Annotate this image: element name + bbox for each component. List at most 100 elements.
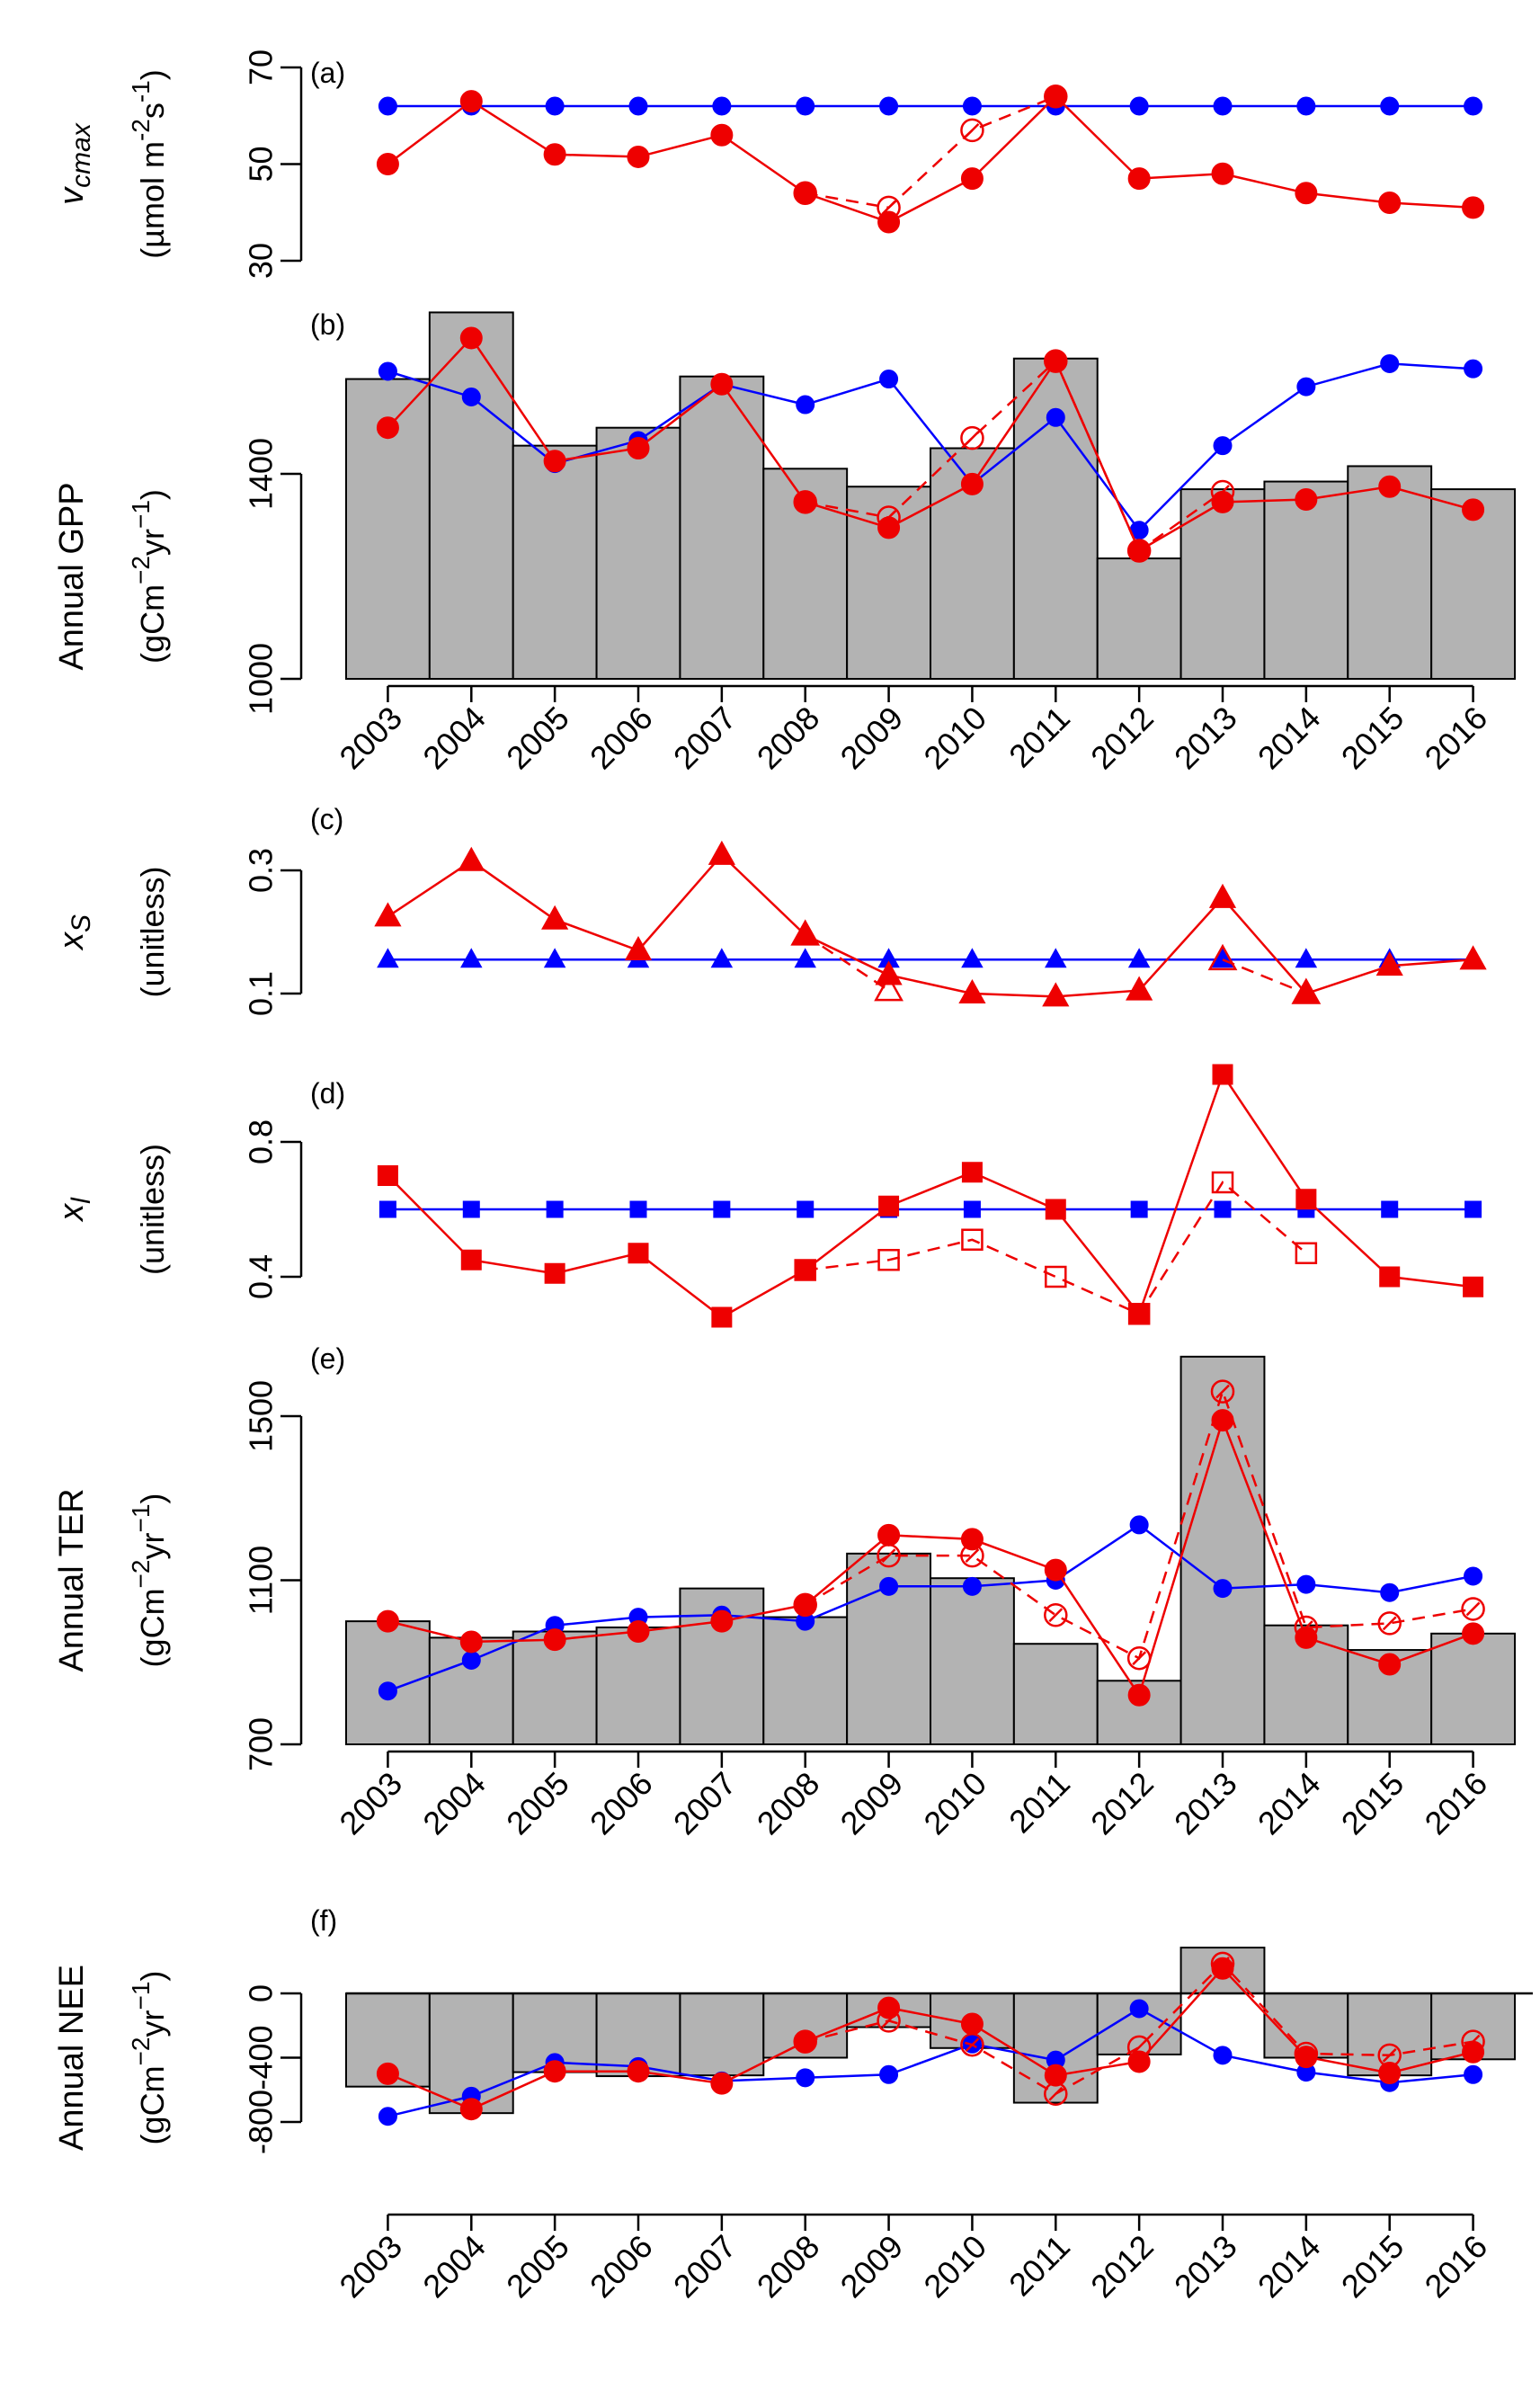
- point-e-2-2008: [794, 1593, 817, 1617]
- series-line-c-1: [805, 933, 1307, 995]
- point-c-2-2011: [1042, 982, 1070, 1007]
- point-b-2-2006: [627, 437, 650, 459]
- point-e-2-2006: [627, 1620, 650, 1644]
- point-e-2-2015: [1378, 1653, 1402, 1676]
- point-d-0-2007: [713, 1200, 731, 1218]
- point-d-1-2011: [1045, 1265, 1067, 1288]
- series-line-f-1: [805, 1962, 1473, 2096]
- bar-f-2015: [1347, 1992, 1433, 2077]
- point-d-1-2013: [1211, 1171, 1234, 1194]
- point-c-1-2009: [874, 975, 904, 1002]
- y-tick-label-f: -400: [243, 2025, 280, 2090]
- y-tick-label-e: 1100: [243, 1546, 280, 1615]
- series-line-f-0: [387, 2007, 1473, 2117]
- point-a-2-2014: [1295, 182, 1318, 205]
- point-e-0-2013: [1213, 1579, 1233, 1599]
- bar-b-2005: [512, 444, 598, 680]
- point-c-2-2007: [708, 840, 735, 865]
- series-a-2: [376, 85, 1485, 234]
- point-f-2-2015: [1378, 2061, 1402, 2084]
- point-b-0-2014: [1296, 377, 1316, 397]
- point-b-2-2013: [1211, 490, 1234, 513]
- point-f-2-2011: [1044, 2064, 1067, 2087]
- point-b-0-2013: [1213, 436, 1233, 456]
- point-d-0-2008: [797, 1200, 815, 1218]
- x-tick-label-e-2006: 2006: [583, 1765, 660, 1842]
- x-tick-label-b-2013: 2013: [1167, 700, 1244, 777]
- x-tick-label-f-2006: 2006: [583, 2228, 660, 2305]
- y-tick-label-d: 0.8: [243, 1119, 280, 1164]
- point-a-2-2004: [459, 90, 483, 113]
- x-tick-label-e-2005: 2005: [499, 1765, 576, 1842]
- x-tick-label-f-2015: 2015: [1334, 2228, 1411, 2305]
- bar-b-2016: [1430, 488, 1516, 680]
- point-d-2-2015: [1379, 1266, 1401, 1288]
- bar-b-2004: [428, 311, 514, 680]
- point-e-1-2015: [1377, 1611, 1402, 1636]
- point-b-2-2007: [710, 372, 734, 396]
- point-a-0-2010: [962, 96, 982, 116]
- point-d-0-2015: [1381, 1200, 1399, 1218]
- y-axis-units-b: (gCm−2yr−1): [127, 489, 171, 664]
- point-b-0-2015: [1380, 353, 1400, 373]
- point-f-2-2016: [1462, 2040, 1485, 2064]
- series-line-a-2: [387, 94, 1473, 224]
- point-c-0-2003: [377, 948, 399, 968]
- point-a-2-2006: [627, 145, 650, 168]
- y-tick-label-a: 70: [243, 49, 280, 85]
- bar-e-2011: [1012, 1643, 1099, 1745]
- x-tick-label-e-2010: 2010: [916, 1765, 993, 1842]
- x-tick-label-e-2004: 2004: [415, 1765, 493, 1842]
- point-d-2-2003: [377, 1165, 398, 1186]
- point-b-2-2005: [543, 450, 566, 473]
- bar-b-2006: [595, 426, 681, 680]
- y-tick-label-a: 50: [243, 146, 280, 182]
- point-a-1-2010: [960, 118, 984, 143]
- point-c-0-2012: [1127, 948, 1151, 968]
- point-e-2-2011: [1044, 1558, 1067, 1582]
- series-e-2: [376, 1409, 1485, 1707]
- point-a-2-2012: [1127, 167, 1151, 191]
- y-axis-title-a: vcmax: [53, 122, 96, 205]
- y-axis-title-b: Annual GPP: [53, 482, 91, 670]
- point-c-2-2005: [541, 905, 569, 930]
- x-tick-label-b-2016: 2016: [1418, 700, 1495, 777]
- series-a-0: [378, 96, 1483, 116]
- point-c-2-2009: [875, 960, 903, 985]
- point-a-2-2009: [877, 210, 901, 234]
- point-d-0-2006: [629, 1200, 647, 1218]
- point-c-0-2010: [961, 948, 984, 968]
- y-tick-label-b: 1000: [243, 643, 280, 715]
- series-c-2: [374, 840, 1487, 1007]
- point-f-2-2010: [960, 2012, 984, 2036]
- x-tick-label-b-2010: 2010: [916, 700, 993, 777]
- point-d-2-2009: [878, 1195, 900, 1217]
- point-c-2-2003: [374, 902, 402, 927]
- point-f-2-2013: [1211, 1957, 1234, 1980]
- point-c-2-2006: [624, 936, 653, 961]
- point-a-2-2016: [1462, 196, 1485, 219]
- x-tick-label-f-2004: 2004: [415, 2228, 493, 2305]
- panel-label-e: (e): [310, 1342, 345, 1375]
- point-d-2-2016: [1463, 1276, 1484, 1297]
- bar-e-2016: [1430, 1632, 1516, 1745]
- point-f-2-2003: [376, 2062, 399, 2085]
- point-c-0-2014: [1295, 948, 1318, 968]
- point-b-0-2008: [796, 395, 815, 415]
- point-c-0-2004: [460, 948, 483, 968]
- point-b-0-2003: [378, 361, 397, 381]
- point-d-2-2006: [628, 1243, 649, 1264]
- point-b-1-2010: [960, 425, 984, 450]
- point-e-0-2003: [378, 1681, 397, 1701]
- bar-b-2009: [846, 486, 932, 680]
- bar-b-2012: [1096, 557, 1182, 680]
- point-a-0-2005: [545, 96, 565, 116]
- panel-a: 30 50 70 (a) vcmax (µmol m-2s-1): [53, 49, 1485, 279]
- point-f-2-2014: [1295, 2046, 1318, 2069]
- point-d-1-2010: [961, 1228, 984, 1251]
- x-tick-label-f-2008: 2008: [750, 2228, 827, 2305]
- series-line-e-2: [387, 1416, 1474, 1698]
- y-axis-title-d: xl: [53, 1197, 96, 1223]
- point-d-0-2005: [546, 1200, 564, 1218]
